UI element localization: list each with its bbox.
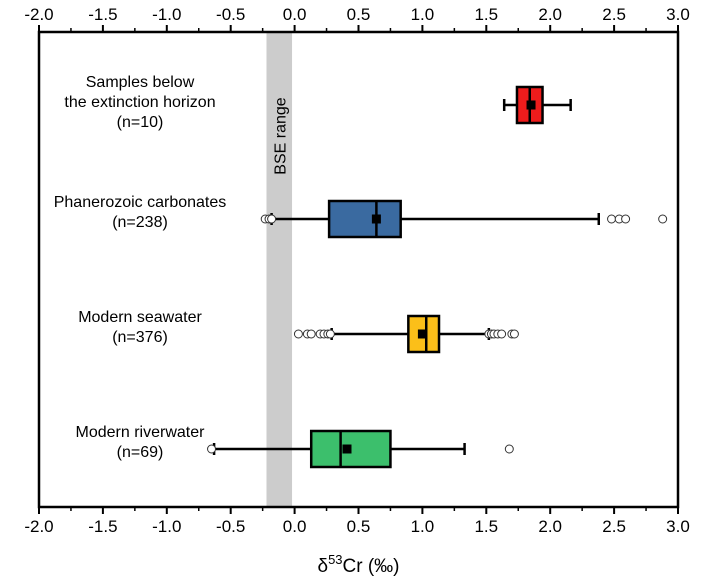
x-axis-title-rest: Cr (‰) xyxy=(343,556,400,577)
x-tick-label-top: 0.0 xyxy=(283,5,307,24)
category-label-line: (n=10) xyxy=(117,114,164,131)
x-axis-title-main: δ xyxy=(317,556,328,577)
x-tick-label-bottom: -1.0 xyxy=(152,517,181,536)
x-tick-label-top: 2.0 xyxy=(538,5,562,24)
x-tick-label-bottom: -2.0 xyxy=(24,517,53,536)
category-label-line: Modern seawater xyxy=(78,309,202,326)
category-label-line: (n=376) xyxy=(112,329,168,346)
outlier-point xyxy=(621,214,631,224)
outlier-point xyxy=(504,444,514,454)
category-label-line: Samples below xyxy=(86,74,195,91)
bse-range-band xyxy=(266,32,293,507)
box-group-3: Modern riverwater (n=69) xyxy=(76,424,514,469)
x-axis-title: δ53Cr (‰) xyxy=(317,552,399,577)
category-label-line: the extinction horizon xyxy=(64,94,215,111)
outlier-point xyxy=(207,444,217,454)
x-tick-label-bottom: 2.0 xyxy=(538,517,562,536)
x-tick-label-top: -2.0 xyxy=(24,5,53,24)
x-tick-label-bottom: 1.5 xyxy=(474,517,498,536)
category-label-line: (n=238) xyxy=(112,214,168,231)
mean-marker xyxy=(371,214,381,224)
x-tick-label-top: 1.0 xyxy=(411,5,435,24)
outlier-point xyxy=(658,214,668,224)
x-tick-label-top: 0.5 xyxy=(347,5,371,24)
x-tick-label-top: -0.5 xyxy=(216,5,245,24)
x-tick-label-top: -1.5 xyxy=(88,5,117,24)
bse-range-label: BSE range xyxy=(272,97,289,174)
x-tick-label-top: -1.0 xyxy=(152,5,181,24)
mean-marker xyxy=(526,100,536,110)
mean-marker xyxy=(342,444,352,454)
x-tick-label-top: 3.0 xyxy=(666,5,690,24)
iqr-box xyxy=(327,199,402,239)
box-group-1: Phanerozoic carbonates (n=238) xyxy=(54,194,668,239)
outlier-point xyxy=(607,214,617,224)
outlier-point xyxy=(306,329,316,339)
outlier-point xyxy=(497,329,507,339)
category-label-line: Phanerozoic carbonates xyxy=(54,194,227,211)
x-tick-label-top: 1.5 xyxy=(474,5,498,24)
category-label-line: Modern riverwater xyxy=(76,424,206,441)
outlier-point xyxy=(509,329,519,339)
outlier-point xyxy=(325,329,335,339)
x-tick-label-bottom: 0.5 xyxy=(347,517,371,536)
outlier-point xyxy=(293,329,303,339)
x-tick-label-bottom: 3.0 xyxy=(666,517,690,536)
x-tick-label-bottom: 0.0 xyxy=(283,517,307,536)
x-tick-label-bottom: -0.5 xyxy=(216,517,245,536)
x-tick-label-bottom: -1.5 xyxy=(88,517,117,536)
x-tick-label-bottom: 1.0 xyxy=(411,517,435,536)
box-group-0: Samples below the extinction horizon (n=10… xyxy=(64,74,572,131)
x-axis-title-sup: 53 xyxy=(328,552,342,567)
outlier-point xyxy=(267,214,277,224)
mean-marker xyxy=(417,329,427,339)
x-tick-label-top: 2.5 xyxy=(602,5,626,24)
x-tick-label-bottom: 2.5 xyxy=(602,517,626,536)
box-group-2: Modern seawater (n=376) xyxy=(78,309,519,354)
category-label-line: (n=69) xyxy=(117,444,164,461)
